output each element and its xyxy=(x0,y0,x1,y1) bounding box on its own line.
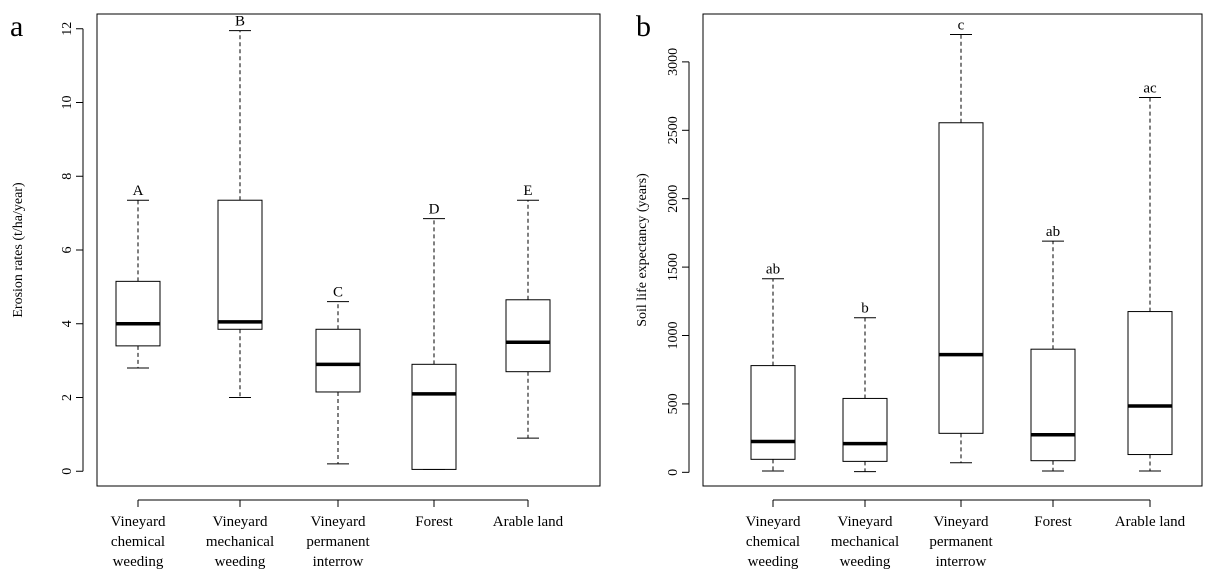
y-tick-label: 10 xyxy=(60,96,75,110)
box-group: c xyxy=(938,18,984,464)
panel-letter: b xyxy=(636,10,651,43)
box-iqr xyxy=(750,365,796,460)
x-tick-label: mechanical xyxy=(206,534,274,550)
y-tick-label: 2000 xyxy=(666,185,681,213)
x-tick-label: Arable land xyxy=(493,514,564,530)
y-tick-label: 6 xyxy=(60,247,75,254)
x-tick-label: Forest xyxy=(415,514,453,530)
x-tick-label: Vineyard xyxy=(213,514,268,530)
x-tick-label: Vineyard xyxy=(111,514,166,530)
box-group: b xyxy=(842,301,888,473)
box-group: ac xyxy=(1127,80,1173,472)
y-tick-label: 4 xyxy=(60,320,75,327)
x-tick-label: chemical xyxy=(746,534,800,550)
y-tick-label: 8 xyxy=(60,173,75,180)
x-tick-label: Arable land xyxy=(1115,514,1186,530)
box-iqr xyxy=(217,199,263,330)
box-iqr xyxy=(505,299,551,373)
box-iqr xyxy=(1030,348,1076,462)
significance-letter: c xyxy=(958,18,965,34)
x-tick-label: Vineyard xyxy=(934,514,989,530)
x-tick-label: mechanical xyxy=(831,534,899,550)
x-tick-label: permanent xyxy=(929,534,993,550)
significance-letter: B xyxy=(235,14,245,30)
x-tick-label: Vineyard xyxy=(746,514,801,530)
x-tick-label: interrow xyxy=(313,554,364,570)
y-tick-label: 1000 xyxy=(666,322,681,350)
y-axis-title: Erosion rates (t/ha/year) xyxy=(11,182,26,318)
box-group: ab xyxy=(1030,224,1076,472)
significance-letter: ab xyxy=(1046,224,1060,240)
y-tick-label: 2 xyxy=(60,394,75,401)
y-tick-label: 3000 xyxy=(666,48,681,76)
y-tick-label: 0 xyxy=(666,469,681,476)
x-tick-label: weeding xyxy=(748,554,799,570)
box-iqr xyxy=(842,397,888,462)
significance-letter: D xyxy=(429,202,440,218)
y-axis-title: Soil life expectancy (years) xyxy=(635,173,650,327)
significance-letter: A xyxy=(133,183,144,199)
x-tick-label: interrow xyxy=(936,554,987,570)
x-tick-label: Vineyard xyxy=(311,514,366,530)
box-iqr xyxy=(315,328,361,393)
y-tick-label: 0 xyxy=(60,468,75,475)
significance-letter: ac xyxy=(1143,80,1157,96)
panel-b: b 0 500 1000 1500 2000 2500 3000 Soil life expec… xyxy=(635,10,1203,570)
box-iqr xyxy=(938,122,984,434)
y-tick-label: 1500 xyxy=(666,253,681,281)
significance-letter: ab xyxy=(766,262,780,278)
box-group: C xyxy=(315,285,361,465)
panel-letter: a xyxy=(10,10,23,43)
box-iqr xyxy=(1127,311,1173,456)
significance-letter: b xyxy=(861,301,869,317)
x-tick-label: permanent xyxy=(306,534,370,550)
x-tick-label: weeding xyxy=(840,554,891,570)
plot-frame xyxy=(702,13,1203,487)
x-tick-label: weeding xyxy=(215,554,266,570)
box-group: ab xyxy=(750,262,796,472)
box-group: D xyxy=(411,202,457,470)
x-tick-label: weeding xyxy=(113,554,164,570)
x-tick-label: Vineyard xyxy=(838,514,893,530)
x-tick-label: chemical xyxy=(111,534,165,550)
significance-letter: C xyxy=(333,285,343,301)
y-tick-label: 12 xyxy=(60,22,75,36)
box-iqr xyxy=(115,280,161,347)
box-group: E xyxy=(505,183,551,439)
y-tick-label: 500 xyxy=(666,393,681,414)
significance-letter: E xyxy=(523,183,532,199)
y-tick-label: 2500 xyxy=(666,116,681,144)
panel-a: a 0 2 4 6 8 10 12 Erosion rates (t/ha/year) A Vine… xyxy=(10,10,601,570)
box-group: B xyxy=(217,14,263,398)
box-group: A xyxy=(115,183,161,369)
x-tick-label: Forest xyxy=(1034,514,1072,530)
box-iqr xyxy=(411,363,457,470)
plot-frame xyxy=(96,13,601,487)
